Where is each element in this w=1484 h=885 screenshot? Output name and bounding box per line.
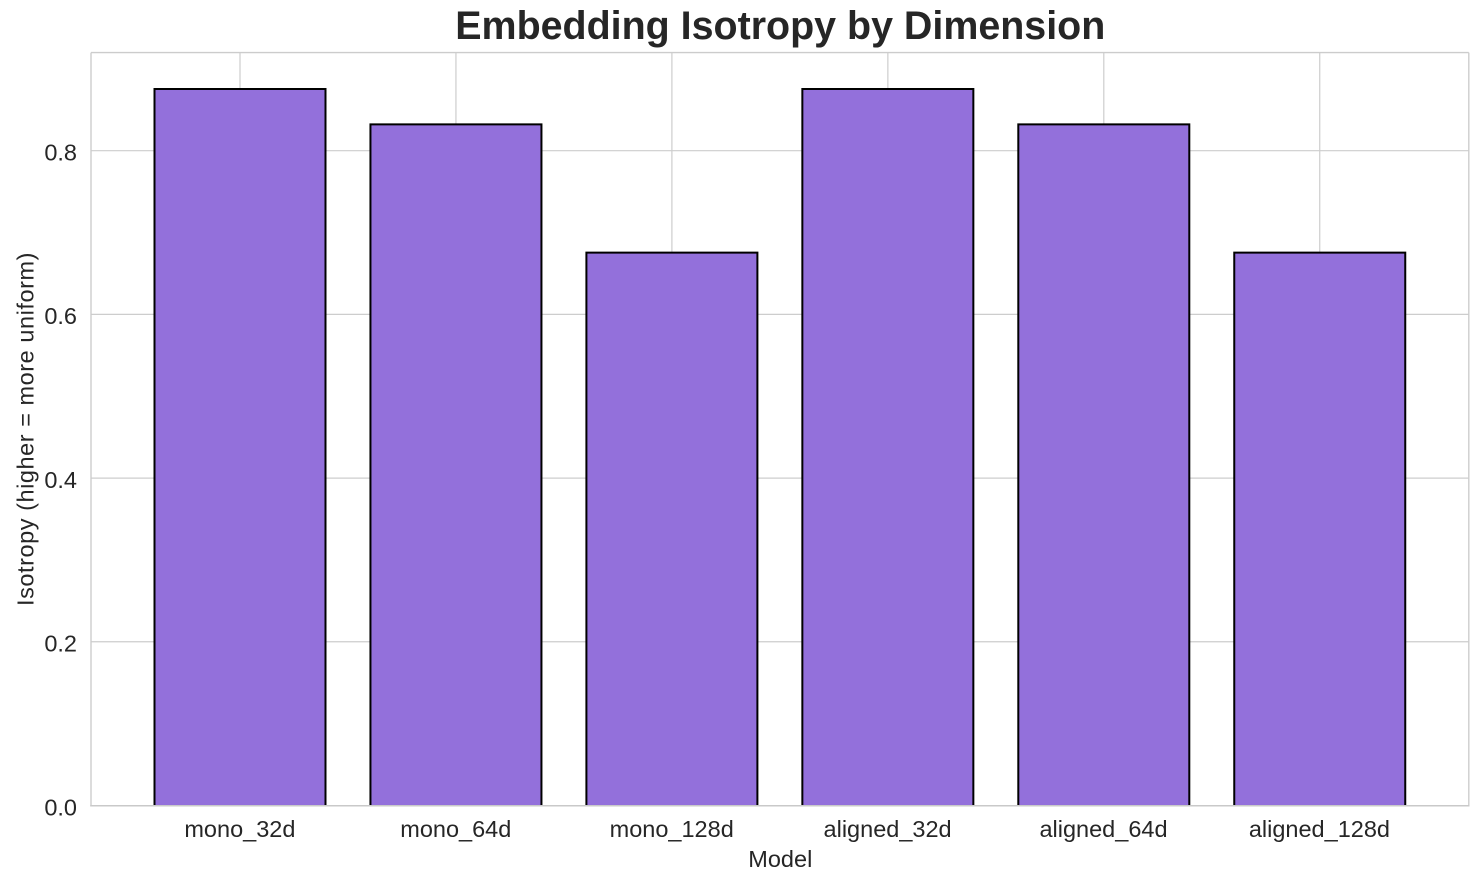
svg-text:0.2: 0.2	[44, 631, 77, 657]
svg-text:mono_32d: mono_32d	[184, 816, 295, 842]
svg-text:Model: Model	[748, 846, 812, 872]
svg-text:mono_128d: mono_128d	[610, 816, 734, 842]
svg-text:aligned_128d: aligned_128d	[1249, 816, 1390, 842]
svg-text:0.0: 0.0	[44, 794, 77, 820]
svg-text:mono_64d: mono_64d	[400, 816, 511, 842]
svg-text:aligned_32d: aligned_32d	[824, 816, 952, 842]
svg-text:Embedding Isotropy by Dimensio: Embedding Isotropy by Dimension	[455, 4, 1105, 48]
svg-text:aligned_64d: aligned_64d	[1039, 816, 1167, 842]
svg-text:0.6: 0.6	[44, 303, 77, 329]
svg-text:0.4: 0.4	[44, 467, 77, 493]
svg-text:0.8: 0.8	[44, 139, 77, 165]
svg-text:Isotropy (higher = more unifor: Isotropy (higher = more uniform)	[13, 252, 39, 606]
